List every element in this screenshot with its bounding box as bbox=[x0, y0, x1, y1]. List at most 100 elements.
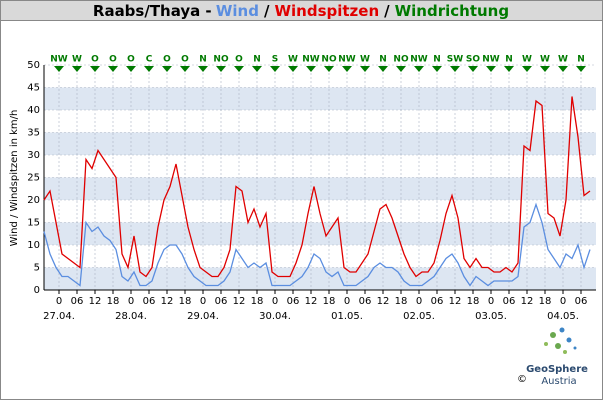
title-part: / bbox=[264, 2, 270, 20]
x-tick-label: 12 bbox=[521, 296, 534, 307]
y-tick-label: 35 bbox=[27, 128, 40, 139]
x-tick-label: 0 bbox=[200, 296, 206, 307]
x-tick-label: 06 bbox=[215, 296, 228, 307]
direction-arrow bbox=[216, 66, 226, 72]
wind-direction: O bbox=[91, 55, 99, 65]
direction-arrow bbox=[558, 66, 568, 72]
grid-band bbox=[44, 267, 596, 290]
direction-arrow bbox=[162, 66, 172, 72]
logo-dot bbox=[544, 342, 548, 346]
wind-direction: W bbox=[540, 55, 550, 65]
x-tick-label: 18 bbox=[179, 296, 192, 307]
grid-band bbox=[44, 177, 596, 200]
direction-arrow bbox=[72, 66, 82, 72]
wind-direction: NO bbox=[213, 55, 229, 65]
date-label: 28.04. bbox=[115, 311, 147, 322]
grid-band bbox=[44, 132, 596, 155]
x-tick-label: 06 bbox=[503, 296, 516, 307]
x-tick-label: 12 bbox=[305, 296, 318, 307]
y-tick-label: 10 bbox=[27, 240, 40, 251]
x-tick-label: 06 bbox=[143, 296, 156, 307]
x-tick-label: 12 bbox=[89, 296, 102, 307]
y-tick-label: 5 bbox=[34, 263, 40, 274]
title-part: / bbox=[384, 2, 390, 20]
direction-arrow bbox=[468, 66, 478, 72]
direction-arrow bbox=[414, 66, 424, 72]
wind-direction: SW bbox=[447, 55, 463, 65]
direction-arrow bbox=[252, 66, 262, 72]
direction-arrow bbox=[144, 66, 154, 72]
date-label: 29.04. bbox=[187, 311, 219, 322]
wind-direction: W bbox=[72, 55, 82, 65]
wind-direction: N bbox=[433, 55, 441, 65]
y-tick-label: 40 bbox=[27, 105, 40, 116]
direction-arrow bbox=[504, 66, 514, 72]
wind-direction: SO bbox=[466, 55, 480, 65]
date-label: 01.05. bbox=[331, 311, 363, 322]
x-tick-label: 0 bbox=[128, 296, 134, 307]
direction-arrow bbox=[90, 66, 100, 72]
wind-direction: NO bbox=[321, 55, 337, 65]
wind-direction: NO bbox=[393, 55, 409, 65]
x-tick-label: 06 bbox=[575, 296, 588, 307]
date-label: 02.05. bbox=[403, 311, 435, 322]
direction-arrow bbox=[288, 66, 298, 72]
wind-direction: O bbox=[163, 55, 171, 65]
title-part: Raabs/Thaya bbox=[93, 2, 200, 20]
wind-direction: W bbox=[522, 55, 532, 65]
y-tick-label: 15 bbox=[27, 218, 40, 229]
series-line bbox=[43, 202, 591, 287]
y-tick-label: 25 bbox=[27, 173, 40, 184]
wind-direction: W bbox=[288, 55, 298, 65]
title-part: Wind bbox=[216, 2, 259, 20]
direction-arrow bbox=[306, 66, 316, 72]
wind-direction: W bbox=[558, 55, 568, 65]
x-tick-label: 0 bbox=[344, 296, 350, 307]
direction-arrow bbox=[324, 66, 334, 72]
x-tick-label: 0 bbox=[56, 296, 62, 307]
x-tick-label: 18 bbox=[323, 296, 336, 307]
direction-arrow bbox=[54, 66, 64, 72]
direction-arrow bbox=[198, 66, 208, 72]
direction-arrow bbox=[342, 66, 352, 72]
x-tick-label: 06 bbox=[431, 296, 444, 307]
y-tick-label: 30 bbox=[27, 150, 40, 161]
direction-arrow bbox=[522, 66, 532, 72]
direction-arrow bbox=[432, 66, 442, 72]
x-tick-label: 12 bbox=[449, 296, 462, 307]
wind-direction: C bbox=[146, 55, 153, 65]
x-tick-label: 06 bbox=[359, 296, 372, 307]
wind-direction: NW bbox=[50, 55, 68, 65]
x-tick-label: 06 bbox=[287, 296, 300, 307]
title-part: Windrichtung bbox=[395, 2, 509, 20]
direction-arrow bbox=[540, 66, 550, 72]
logo-dot bbox=[555, 343, 561, 349]
x-tick-label: 0 bbox=[560, 296, 566, 307]
logo-dot bbox=[573, 346, 577, 350]
wind-direction: O bbox=[235, 55, 243, 65]
logo-dot bbox=[550, 332, 556, 338]
x-tick-label: 18 bbox=[251, 296, 264, 307]
wind-direction: W bbox=[360, 55, 370, 65]
wind-direction: N bbox=[505, 55, 513, 65]
x-tick-label: 0 bbox=[272, 296, 278, 307]
x-tick-label: 18 bbox=[107, 296, 120, 307]
x-tick-label: 12 bbox=[161, 296, 174, 307]
grid-band bbox=[44, 87, 596, 110]
direction-arrow bbox=[360, 66, 370, 72]
date-label: 30.04. bbox=[259, 311, 291, 322]
chart-title: Raabs/Thaya - Wind / Windspitzen / Windrichtun… bbox=[93, 2, 509, 20]
direction-arrow bbox=[378, 66, 388, 72]
logo-dot bbox=[559, 327, 565, 333]
logo-dot bbox=[563, 350, 567, 354]
y-tick-label: 20 bbox=[27, 195, 40, 206]
title-part: - bbox=[205, 2, 211, 20]
logo-dot bbox=[566, 337, 572, 343]
direction-arrow bbox=[396, 66, 406, 72]
wind-direction: O bbox=[109, 55, 117, 65]
x-tick-label: 12 bbox=[233, 296, 246, 307]
direction-arrow bbox=[486, 66, 496, 72]
wind-direction: N bbox=[199, 55, 207, 65]
wind-direction: NW bbox=[410, 55, 428, 65]
